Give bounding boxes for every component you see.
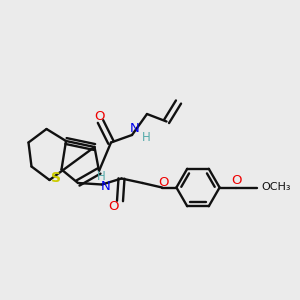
Text: O: O bbox=[231, 174, 241, 188]
Text: H: H bbox=[96, 170, 105, 184]
Text: O: O bbox=[158, 176, 169, 189]
Text: O: O bbox=[108, 200, 119, 213]
Text: O: O bbox=[94, 110, 104, 123]
Text: H: H bbox=[142, 131, 151, 144]
Text: S: S bbox=[51, 171, 61, 185]
Text: N: N bbox=[101, 179, 110, 193]
Text: OCH₃: OCH₃ bbox=[262, 182, 291, 193]
Text: N: N bbox=[130, 122, 140, 135]
